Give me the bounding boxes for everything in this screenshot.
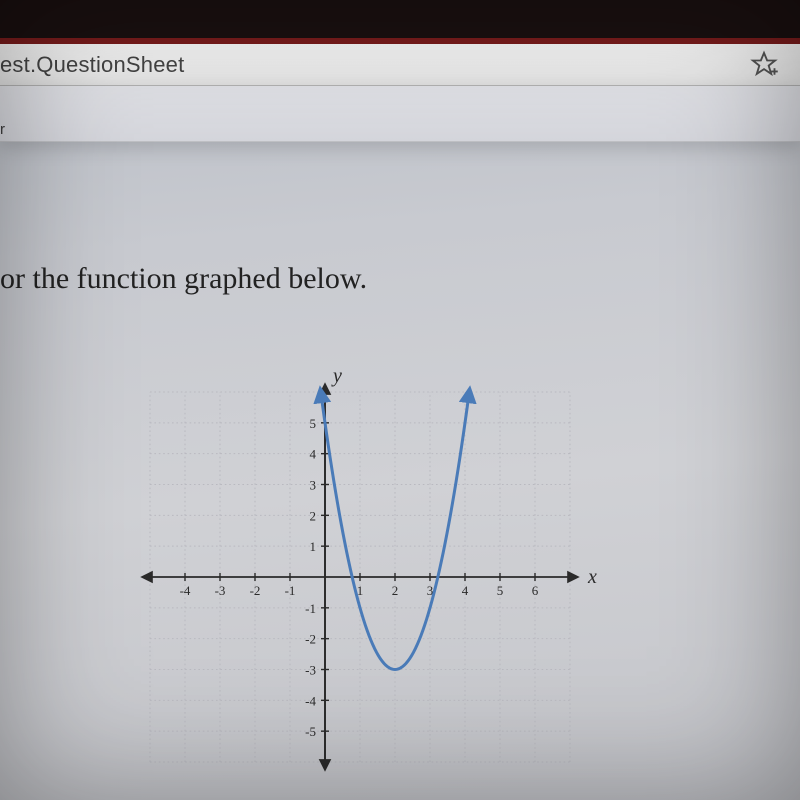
svg-text:-1: -1 (285, 583, 296, 598)
svg-text:4: 4 (310, 447, 317, 462)
svg-text:6: 6 (532, 583, 539, 598)
url-fragment[interactable]: est.QuestionSheet (0, 52, 184, 78)
svg-text:x: x (587, 566, 597, 588)
svg-text:2: 2 (392, 583, 399, 598)
toolbar-fragment: r (0, 121, 5, 138)
svg-text:-1: -1 (305, 601, 316, 616)
monitor-bezel (0, 0, 800, 38)
axis-labels: xy (331, 372, 597, 588)
svg-text:y: y (331, 372, 342, 387)
browser-address-row: est.QuestionSheet (0, 44, 800, 86)
question-prompt: or the function graphed below. (0, 262, 367, 296)
svg-text:5: 5 (310, 416, 317, 431)
svg-text:-2: -2 (305, 632, 316, 647)
svg-text:1: 1 (310, 539, 317, 554)
svg-text:-3: -3 (215, 583, 226, 598)
bookmark-star-icon[interactable] (750, 50, 778, 78)
app-toolbar: r (0, 86, 800, 142)
svg-text:-5: -5 (305, 724, 316, 739)
svg-text:-3: -3 (305, 663, 316, 678)
svg-text:-2: -2 (250, 583, 261, 598)
axes (144, 386, 576, 768)
function-graph: -4-3-2-1123456-5-4-3-2-112345 xy (130, 372, 600, 782)
svg-text:2: 2 (310, 508, 317, 523)
page-content: or the function graphed below. -4 -3 -2 -1 1… (0, 142, 800, 800)
svg-text:4: 4 (462, 583, 469, 598)
graph-svg: -4-3-2-1123456-5-4-3-2-112345 xy (130, 372, 600, 782)
svg-text:-4: -4 (180, 583, 191, 598)
svg-text:-4: -4 (305, 693, 316, 708)
svg-text:3: 3 (310, 478, 317, 493)
svg-text:5: 5 (497, 583, 504, 598)
parabola-curve (321, 392, 469, 669)
screen: est.QuestionSheet r or the function grap… (0, 0, 800, 800)
